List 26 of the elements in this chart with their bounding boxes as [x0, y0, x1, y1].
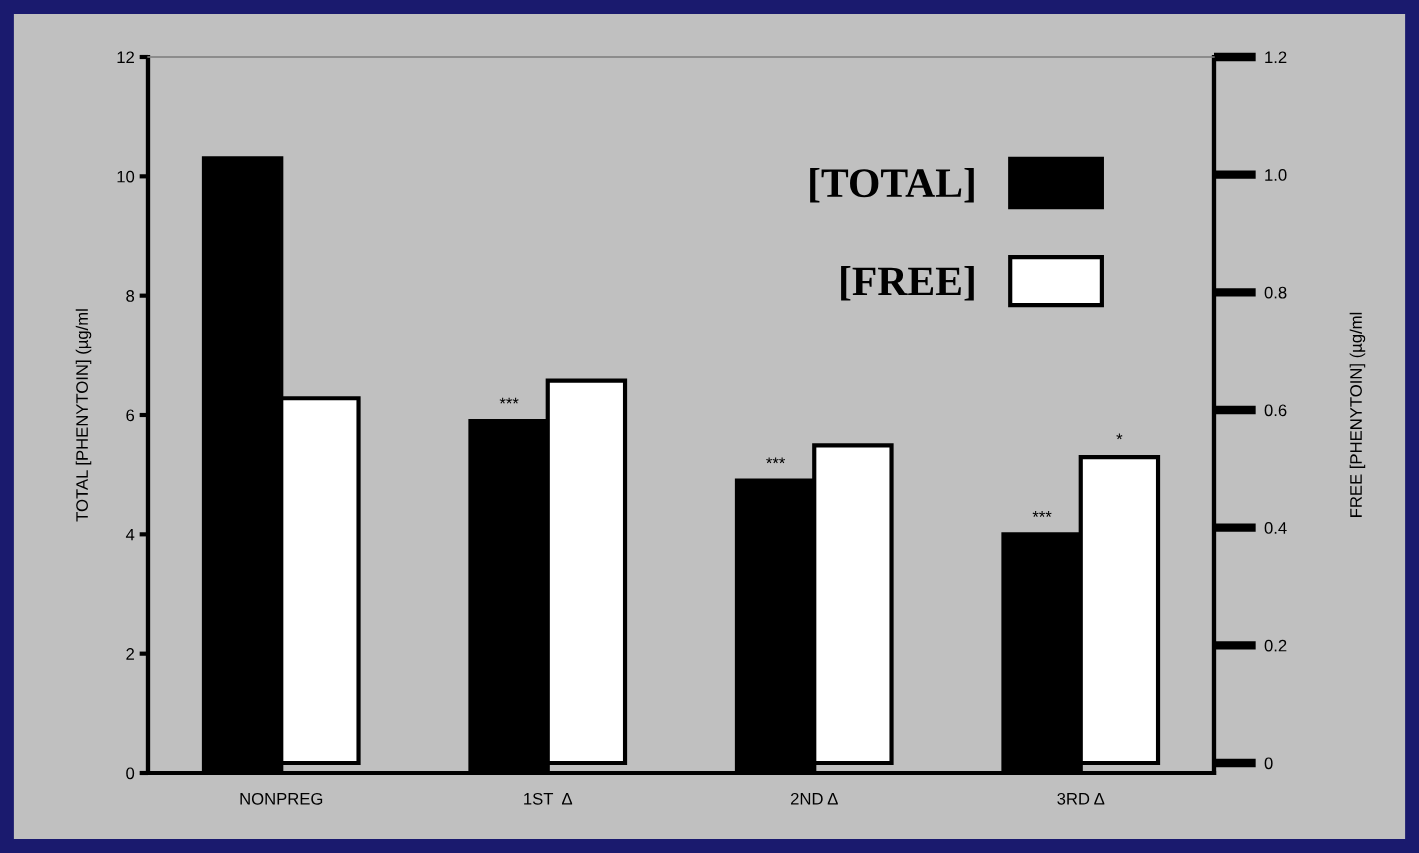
annotation: ***: [499, 397, 519, 404]
y2-tick-label: 1.2: [1265, 51, 1287, 64]
y2-axis-title: FREE [PHENYTOIN] (µg/ml: [1349, 312, 1366, 517]
x-tick-label: NONPREG: [240, 792, 323, 805]
annotation: ***: [1032, 511, 1052, 517]
y2-tick-label: 0.6: [1264, 404, 1287, 417]
legend-label: [TOTAL]: [810, 167, 974, 203]
y2-tick-label: 0.2: [1264, 639, 1287, 652]
y-tick-label: 2: [126, 648, 134, 660]
annotation: ***: [766, 457, 786, 464]
y-tick-label: 8: [126, 290, 135, 302]
x-tick-label: 1ST Δ: [524, 792, 573, 805]
x-tick-label: 2ND Δ: [790, 792, 838, 805]
y2-tick-label: 0: [1264, 757, 1273, 770]
y2-tick-label: 0.8: [1264, 286, 1287, 299]
y-tick-label: 10: [117, 170, 135, 183]
x-tick-label: 3RD Δ: [1057, 792, 1105, 805]
y2-tick-label: 0.4: [1264, 522, 1287, 534]
legend-label: [FREE]: [841, 266, 974, 301]
annotation: *: [1116, 433, 1123, 440]
y2-tick-label: 1.0: [1265, 169, 1287, 181]
y-tick-label: 6: [126, 409, 135, 422]
y-tick-label: 12: [117, 51, 134, 64]
y-tick-label: 4: [125, 528, 135, 541]
y-axis-title: TOTAL [PHENYTOIN] (µg/ml: [75, 309, 92, 522]
y-tick-label: 0: [126, 767, 135, 780]
